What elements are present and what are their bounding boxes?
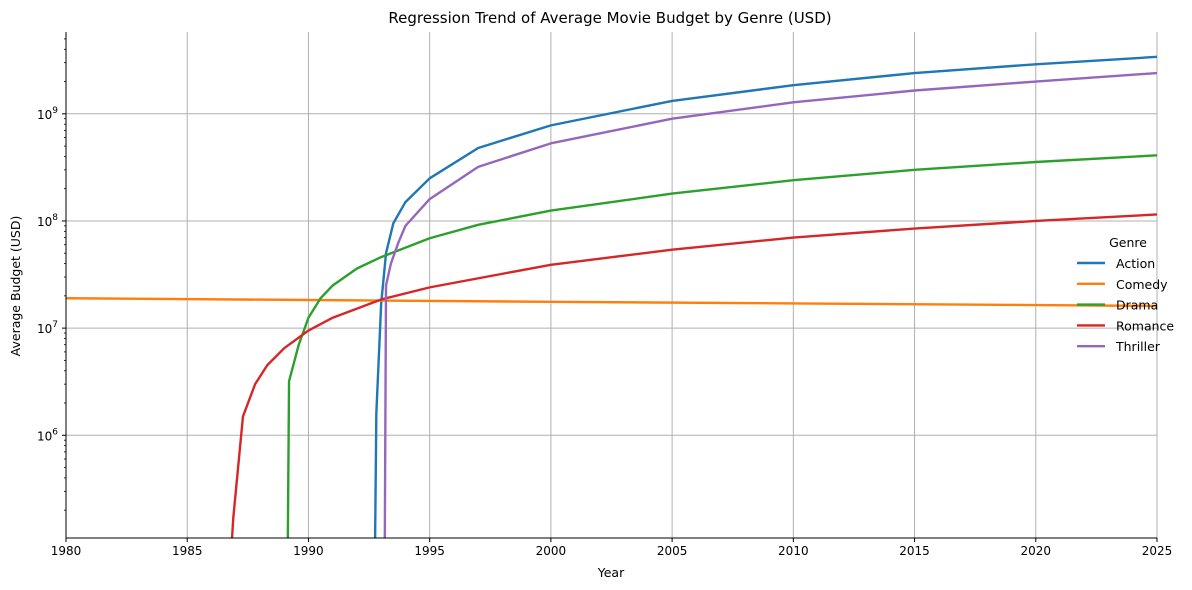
y-tick-label: 108: [37, 213, 58, 229]
y-tick-label-exponent: 9: [52, 106, 58, 116]
y-tick-label-base: 10: [37, 108, 52, 122]
x-tick-label: 2005: [657, 544, 688, 558]
legend-label-action: Action: [1116, 256, 1155, 271]
grid-lines: [65, 32, 1158, 538]
x-axis-label: Year: [597, 565, 625, 580]
x-tick-label: 2015: [899, 544, 930, 558]
y-tick-label-base: 10: [37, 322, 52, 336]
x-tick-label: 1990: [293, 544, 324, 558]
x-tick-label: 2010: [778, 544, 809, 558]
series-lines: [66, 55, 1157, 538]
legend-label-comedy: Comedy: [1116, 277, 1168, 292]
legend-title: Genre: [1109, 235, 1147, 250]
legend-label-drama: Drama: [1116, 298, 1158, 313]
x-tick-label: 1985: [172, 544, 203, 558]
y-tick-label-exponent: 6: [52, 427, 58, 437]
y-tick-label: 106: [37, 427, 58, 443]
y-axis-label: Average Budget (USD): [8, 216, 23, 357]
series-line-action: [373, 55, 1157, 538]
y-tick-label-base: 10: [37, 429, 52, 443]
series-line-thriller: [383, 71, 1157, 538]
y-tick-label-base: 10: [37, 215, 52, 229]
x-tick-label: 2025: [1142, 544, 1173, 558]
legend-label-thriller: Thriller: [1115, 339, 1161, 354]
x-tick-label: 2000: [536, 544, 567, 558]
x-tick-label: 1980: [51, 544, 82, 558]
series-line-comedy: [66, 297, 1157, 308]
x-tick-label: 2020: [1021, 544, 1052, 558]
legend: Genre Action Comedy Drama Romance Thriller: [1077, 235, 1174, 354]
x-tick-label: 1995: [414, 544, 445, 558]
y-tick-label: 109: [37, 106, 58, 122]
y-tick-label-exponent: 8: [52, 213, 58, 223]
chart-title: Regression Trend of Average Movie Budget…: [388, 9, 831, 27]
axes: 1980 1985 1990 1995 2000 2005 2010 2015 2020 2025…: [37, 32, 1172, 558]
y-tick-label: 107: [37, 320, 58, 336]
legend-label-romance: Romance: [1116, 318, 1174, 333]
series-line-drama: [286, 154, 1157, 538]
y-tick-label-exponent: 7: [52, 320, 58, 330]
series-line-romance: [230, 213, 1157, 538]
